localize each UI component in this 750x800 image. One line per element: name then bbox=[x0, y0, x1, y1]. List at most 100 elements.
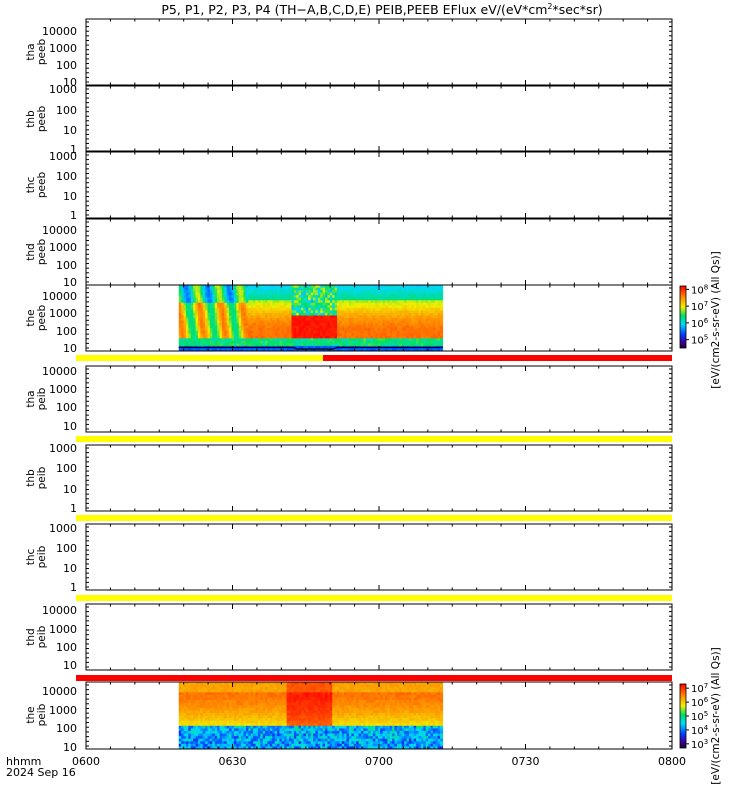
spectrogram-cell bbox=[332, 328, 336, 332]
spectrogram-cell bbox=[200, 730, 204, 735]
spectrogram-cell bbox=[334, 292, 338, 296]
spectrogram-cell bbox=[284, 300, 288, 304]
spectrogram-cell bbox=[209, 323, 213, 327]
spectrogram-cell bbox=[368, 305, 372, 309]
spectrogram-cell bbox=[217, 707, 221, 711]
spectrogram-cell bbox=[181, 325, 185, 329]
spectrogram-cell bbox=[205, 741, 209, 745]
spectrogram-cell bbox=[329, 310, 333, 314]
spectrogram-cell bbox=[332, 300, 336, 304]
spectrogram-cell bbox=[406, 338, 410, 342]
spectrogram-cell bbox=[406, 285, 410, 289]
spectrogram-cell bbox=[202, 728, 206, 732]
spectrogram-cell bbox=[205, 707, 209, 711]
spectrogram-cell bbox=[212, 343, 216, 347]
spectrogram-cell bbox=[315, 287, 319, 291]
spectrogram-cell bbox=[243, 718, 247, 722]
spectrogram-cell bbox=[185, 684, 189, 688]
spectrogram-cell bbox=[245, 720, 249, 724]
spectrogram-cell bbox=[250, 733, 254, 737]
spectrogram-cell bbox=[291, 700, 295, 704]
spectrogram-cell bbox=[281, 323, 285, 327]
spectrogram-cell bbox=[250, 697, 254, 701]
spectrogram-cell bbox=[195, 335, 199, 339]
spectrogram-cell bbox=[337, 330, 341, 334]
spectrogram-cell bbox=[193, 340, 197, 344]
spectrogram-cell bbox=[212, 694, 216, 699]
spectrogram-cell bbox=[236, 323, 240, 327]
spectrogram-cell bbox=[209, 302, 213, 306]
spectrogram-cell bbox=[202, 718, 206, 722]
spectrogram-cell bbox=[375, 307, 379, 311]
spectrogram-cell bbox=[344, 338, 348, 342]
spectrogram-cell bbox=[233, 318, 237, 322]
spectrogram-cell bbox=[370, 318, 374, 322]
spectrogram-cell bbox=[226, 335, 230, 339]
spectrogram-cell bbox=[293, 320, 297, 324]
spectrogram-cell bbox=[329, 292, 333, 296]
spectrogram-cell bbox=[212, 700, 216, 704]
spectrogram-cell bbox=[209, 295, 213, 299]
spectrogram-cell bbox=[207, 335, 211, 339]
spectrogram-cell bbox=[317, 345, 321, 350]
spectrogram-cell bbox=[322, 320, 326, 324]
spectrogram-cell bbox=[207, 348, 211, 351]
spectrogram-cell bbox=[202, 330, 206, 334]
spectrogram-cell bbox=[372, 302, 376, 306]
spectrogram-cell bbox=[418, 300, 422, 304]
spectrogram-cell bbox=[356, 295, 360, 299]
spectrogram-cell bbox=[185, 733, 189, 737]
spectrogram-cell bbox=[224, 712, 228, 717]
spectrogram-cell bbox=[200, 300, 204, 304]
spectrogram-cell bbox=[296, 325, 300, 329]
spectrogram-cell bbox=[214, 335, 218, 339]
spectrogram-cell bbox=[296, 292, 300, 296]
spectrogram-cell bbox=[375, 287, 379, 291]
spectrogram-cell bbox=[408, 320, 412, 324]
spectrogram-cell bbox=[416, 330, 420, 334]
spectrogram-cell bbox=[396, 292, 400, 296]
status-bar bbox=[76, 515, 672, 521]
spectrogram-cell bbox=[399, 290, 403, 294]
spectrogram-cell bbox=[185, 323, 189, 327]
spectrogram-cell bbox=[224, 692, 228, 696]
spectrogram-cell bbox=[420, 292, 424, 296]
spectrogram-cell bbox=[255, 697, 259, 701]
spectrogram-cell bbox=[423, 315, 427, 319]
spectrogram-cell bbox=[289, 328, 293, 332]
spectrogram-cell bbox=[209, 315, 213, 319]
spectrogram-cell bbox=[440, 287, 444, 291]
spectrogram-cell bbox=[262, 730, 266, 735]
spectrogram-cell bbox=[332, 345, 336, 350]
spectrogram-cell bbox=[200, 741, 204, 745]
spectrogram-cell bbox=[279, 297, 283, 301]
spectrogram-cell bbox=[279, 700, 283, 704]
spectrogram-cell bbox=[245, 738, 249, 742]
spectrogram-cell bbox=[432, 343, 436, 347]
spectrogram-cell bbox=[209, 712, 213, 717]
spectrogram-cell bbox=[308, 343, 312, 347]
spectrogram-cell bbox=[202, 338, 206, 342]
spectrogram-cell bbox=[269, 730, 273, 735]
spectrogram-cell bbox=[301, 682, 305, 686]
spectrogram-cell bbox=[293, 290, 297, 294]
spectrogram-cell bbox=[267, 692, 271, 696]
spectrogram-cell bbox=[185, 305, 189, 309]
spectrogram-cell bbox=[197, 707, 201, 711]
spectrogram-cell bbox=[185, 720, 189, 724]
spectrogram-cell bbox=[351, 335, 355, 339]
spectrogram-cell bbox=[293, 295, 297, 299]
spectrogram-cell bbox=[337, 305, 341, 309]
spectrogram-cell bbox=[325, 285, 329, 289]
spectrogram-cell bbox=[281, 340, 285, 344]
spectrogram-cell bbox=[289, 340, 293, 344]
spectrogram-cell bbox=[428, 338, 432, 342]
spectrogram-cell bbox=[188, 689, 192, 693]
spectrogram-cell bbox=[384, 297, 388, 301]
spectrogram-cell bbox=[202, 300, 206, 304]
spectrogram-cell bbox=[269, 733, 273, 737]
spectrogram-cell bbox=[181, 682, 185, 686]
spectrogram-cell bbox=[310, 333, 314, 337]
spectrogram-cell bbox=[193, 348, 197, 351]
spectrogram-cell bbox=[437, 285, 441, 289]
